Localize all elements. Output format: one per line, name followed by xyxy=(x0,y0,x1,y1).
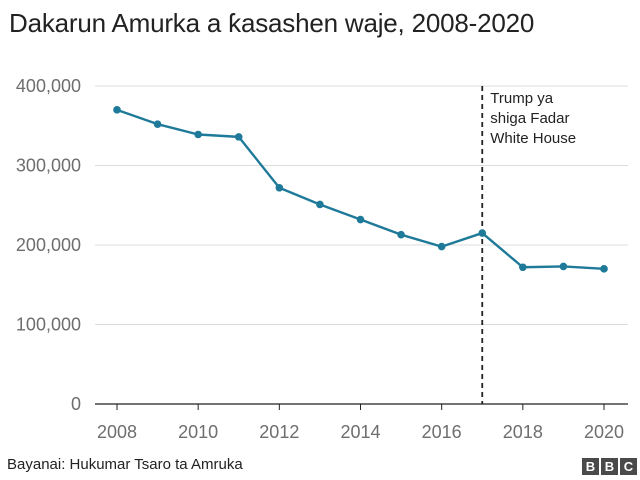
y-tick-label: 200,000 xyxy=(16,235,81,255)
x-tick-label: 2020 xyxy=(584,422,624,442)
chart-title: Dakarun Amurka a ƙasashen waje, 2008-202… xyxy=(9,8,535,38)
source-note: Bayanai: Hukumar Tsaro ta Amruka xyxy=(7,456,243,473)
x-tick-label: 2018 xyxy=(503,422,543,442)
data-point xyxy=(397,230,405,239)
x-tick-label: 2016 xyxy=(422,422,462,442)
axes: 0 100,000 200,000 300,000 400,000 2008 2010 201… xyxy=(16,76,628,442)
annotation-text: shiga Fadar xyxy=(490,110,569,127)
y-tick-label: 100,000 xyxy=(16,315,81,335)
x-tick-label: 2014 xyxy=(340,422,380,442)
x-tick-label: 2008 xyxy=(97,422,137,442)
data-point xyxy=(478,229,487,237)
data-point xyxy=(600,265,608,273)
x-tick-label: 2012 xyxy=(259,422,299,442)
annotation-text: Trump ya xyxy=(490,90,553,107)
y-tick-label: 300,000 xyxy=(16,156,81,176)
y-tick-label: 400,000 xyxy=(16,76,81,96)
data-point xyxy=(275,183,284,192)
data-point xyxy=(153,120,162,128)
data-point xyxy=(316,200,324,209)
data-point xyxy=(356,215,365,224)
data-point xyxy=(194,130,202,139)
bbc-logo-block: C xyxy=(620,458,637,475)
series xyxy=(113,106,608,273)
y-tick-label: 0 xyxy=(71,394,81,414)
bbc-logo-block: B xyxy=(582,458,599,475)
data-point xyxy=(519,263,527,272)
annotation-text: White House xyxy=(490,130,576,147)
bbc-logo-block: B xyxy=(601,458,618,475)
gridlines xyxy=(95,85,628,325)
data-point xyxy=(113,106,121,114)
annotation: Trump ya shiga Fadar White House xyxy=(481,86,576,404)
x-tick-label: 2010 xyxy=(178,422,218,442)
data-point xyxy=(234,133,243,141)
bbc-logo: B B C xyxy=(582,458,637,475)
data-point xyxy=(559,262,568,271)
data-point xyxy=(437,242,446,251)
